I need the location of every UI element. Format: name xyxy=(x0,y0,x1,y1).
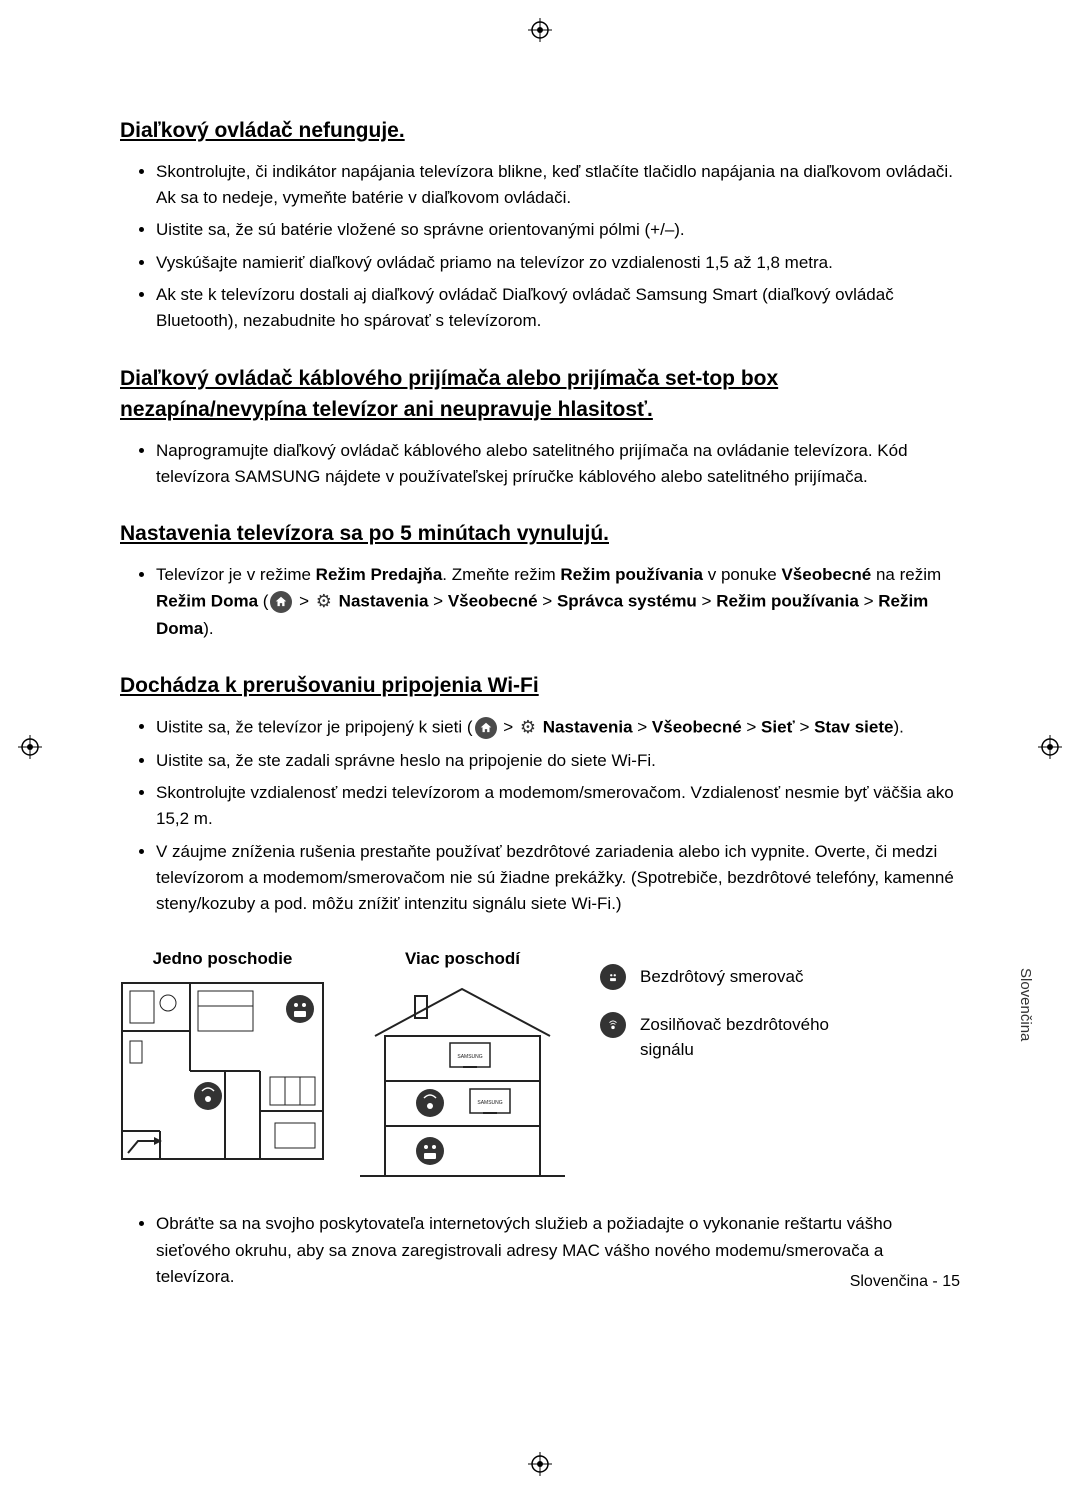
list-item: Televízor je v režime Režim Predajňa. Zm… xyxy=(156,562,960,643)
list-item: Obráťte sa na svojho poskytovateľa inter… xyxy=(156,1211,960,1290)
list-item: Uistite sa, že sú batérie vložené so spr… xyxy=(156,217,960,243)
page-footer: Slovenčina - 15 xyxy=(850,1270,960,1294)
text-bold: Režim používania xyxy=(560,565,703,584)
list-item: Skontrolujte, či indikátor napájania tel… xyxy=(156,159,960,212)
text: ). xyxy=(203,619,213,638)
heading-remote: Diaľkový ovládač nefunguje. xyxy=(120,115,960,147)
list-item: Uistite sa, že ste zadali správne heslo … xyxy=(156,748,960,774)
gear-icon: ⚙ xyxy=(316,588,332,616)
router-icon xyxy=(600,964,626,990)
legend-booster: Zosilňovač bezdrôtového signálu xyxy=(600,1012,840,1063)
page-content: Diaľkový ovládač nefunguje. Skontrolujte… xyxy=(0,0,1080,1358)
text-bold: Sieť xyxy=(761,717,795,736)
text-bold: Režim Doma xyxy=(156,592,258,611)
svg-text:SAMSUNG: SAMSUNG xyxy=(457,1054,482,1060)
diagram-row: Jedno poschodie xyxy=(120,946,960,1182)
gear-icon: ⚙ xyxy=(520,714,536,742)
text-bold: Stav siete xyxy=(814,717,893,736)
registration-mark-top xyxy=(528,18,552,42)
list-item: Uistite sa, že televízor je pripojený k … xyxy=(156,714,960,742)
diagram-legend: Bezdrôtový smerovač Zosilňovač bezdrôtov… xyxy=(600,946,840,1085)
diagram-multi-floor: Viac poschodí SAMSUNG xyxy=(355,946,570,1182)
list-item: Naprogramujte diaľkový ovládač káblového… xyxy=(156,438,960,491)
text-bold: Správca systému xyxy=(557,592,697,611)
list-item: Ak ste k televízoru dostali aj diaľkový … xyxy=(156,282,960,335)
registration-mark-right xyxy=(1038,735,1062,759)
text: ). xyxy=(893,717,903,736)
home-icon xyxy=(475,717,497,739)
text: ( xyxy=(258,592,268,611)
home-icon xyxy=(270,591,292,613)
text: Televízor je v režime xyxy=(156,565,316,584)
text: . Zmeňte režim xyxy=(442,565,560,584)
text-bold: Režim používania xyxy=(716,592,859,611)
bullets-wifi-after: Obráťte sa na svojho poskytovateľa inter… xyxy=(120,1211,960,1290)
bullets-cable: Naprogramujte diaľkový ovládač káblového… xyxy=(120,438,960,491)
list-item: Skontrolujte vzdialenosť medzi televízor… xyxy=(156,780,960,833)
bullets-settings-reset: Televízor je v režime Režim Predajňa. Zm… xyxy=(120,562,960,643)
list-item: Vyskúšajte namieriť diaľkový ovládač pri… xyxy=(156,250,960,276)
text-bold: Všeobecné xyxy=(652,717,742,736)
text: Uistite sa, že televízor je pripojený k … xyxy=(156,717,473,736)
heading-wifi: Dochádza k prerušovaniu pripojenia Wi-Fi xyxy=(120,670,960,702)
diagram-single-floor: Jedno poschodie xyxy=(120,946,325,1162)
diagram-title-single: Jedno poschodie xyxy=(153,946,293,972)
text-bold: Všeobecné xyxy=(781,565,871,584)
bullets-remote: Skontrolujte, či indikátor napájania tel… xyxy=(120,159,960,335)
text-bold: Všeobecné xyxy=(448,592,538,611)
legend-router: Bezdrôtový smerovač xyxy=(600,964,840,990)
heading-settings-reset: Nastavenia televízora sa po 5 minútach v… xyxy=(120,518,960,550)
text: na režim xyxy=(871,565,941,584)
text-bold: Nastavenia xyxy=(538,717,633,736)
floorplan-icon xyxy=(120,981,325,1161)
bullets-wifi: Uistite sa, že televízor je pripojený k … xyxy=(120,714,960,918)
legend-booster-text: Zosilňovač bezdrôtového signálu xyxy=(640,1012,840,1063)
svg-text:SAMSUNG: SAMSUNG xyxy=(477,1100,502,1106)
multistory-icon: SAMSUNG SAMSUNG xyxy=(355,981,570,1181)
text: v ponuke xyxy=(703,565,781,584)
registration-mark-bottom xyxy=(528,1452,552,1476)
list-item: V záujme zníženia rušenia prestaňte použ… xyxy=(156,839,960,918)
language-tab: Slovenčina xyxy=(1010,960,1041,1049)
diagram-title-multi: Viac poschodí xyxy=(405,946,520,972)
text-bold: Nastavenia xyxy=(334,592,429,611)
heading-cable: Diaľkový ovládač káblového prijímača ale… xyxy=(120,363,960,426)
registration-mark-left xyxy=(18,735,42,759)
legend-router-text: Bezdrôtový smerovač xyxy=(640,964,803,990)
text-bold: Režim Predajňa xyxy=(316,565,443,584)
booster-icon xyxy=(600,1012,626,1038)
